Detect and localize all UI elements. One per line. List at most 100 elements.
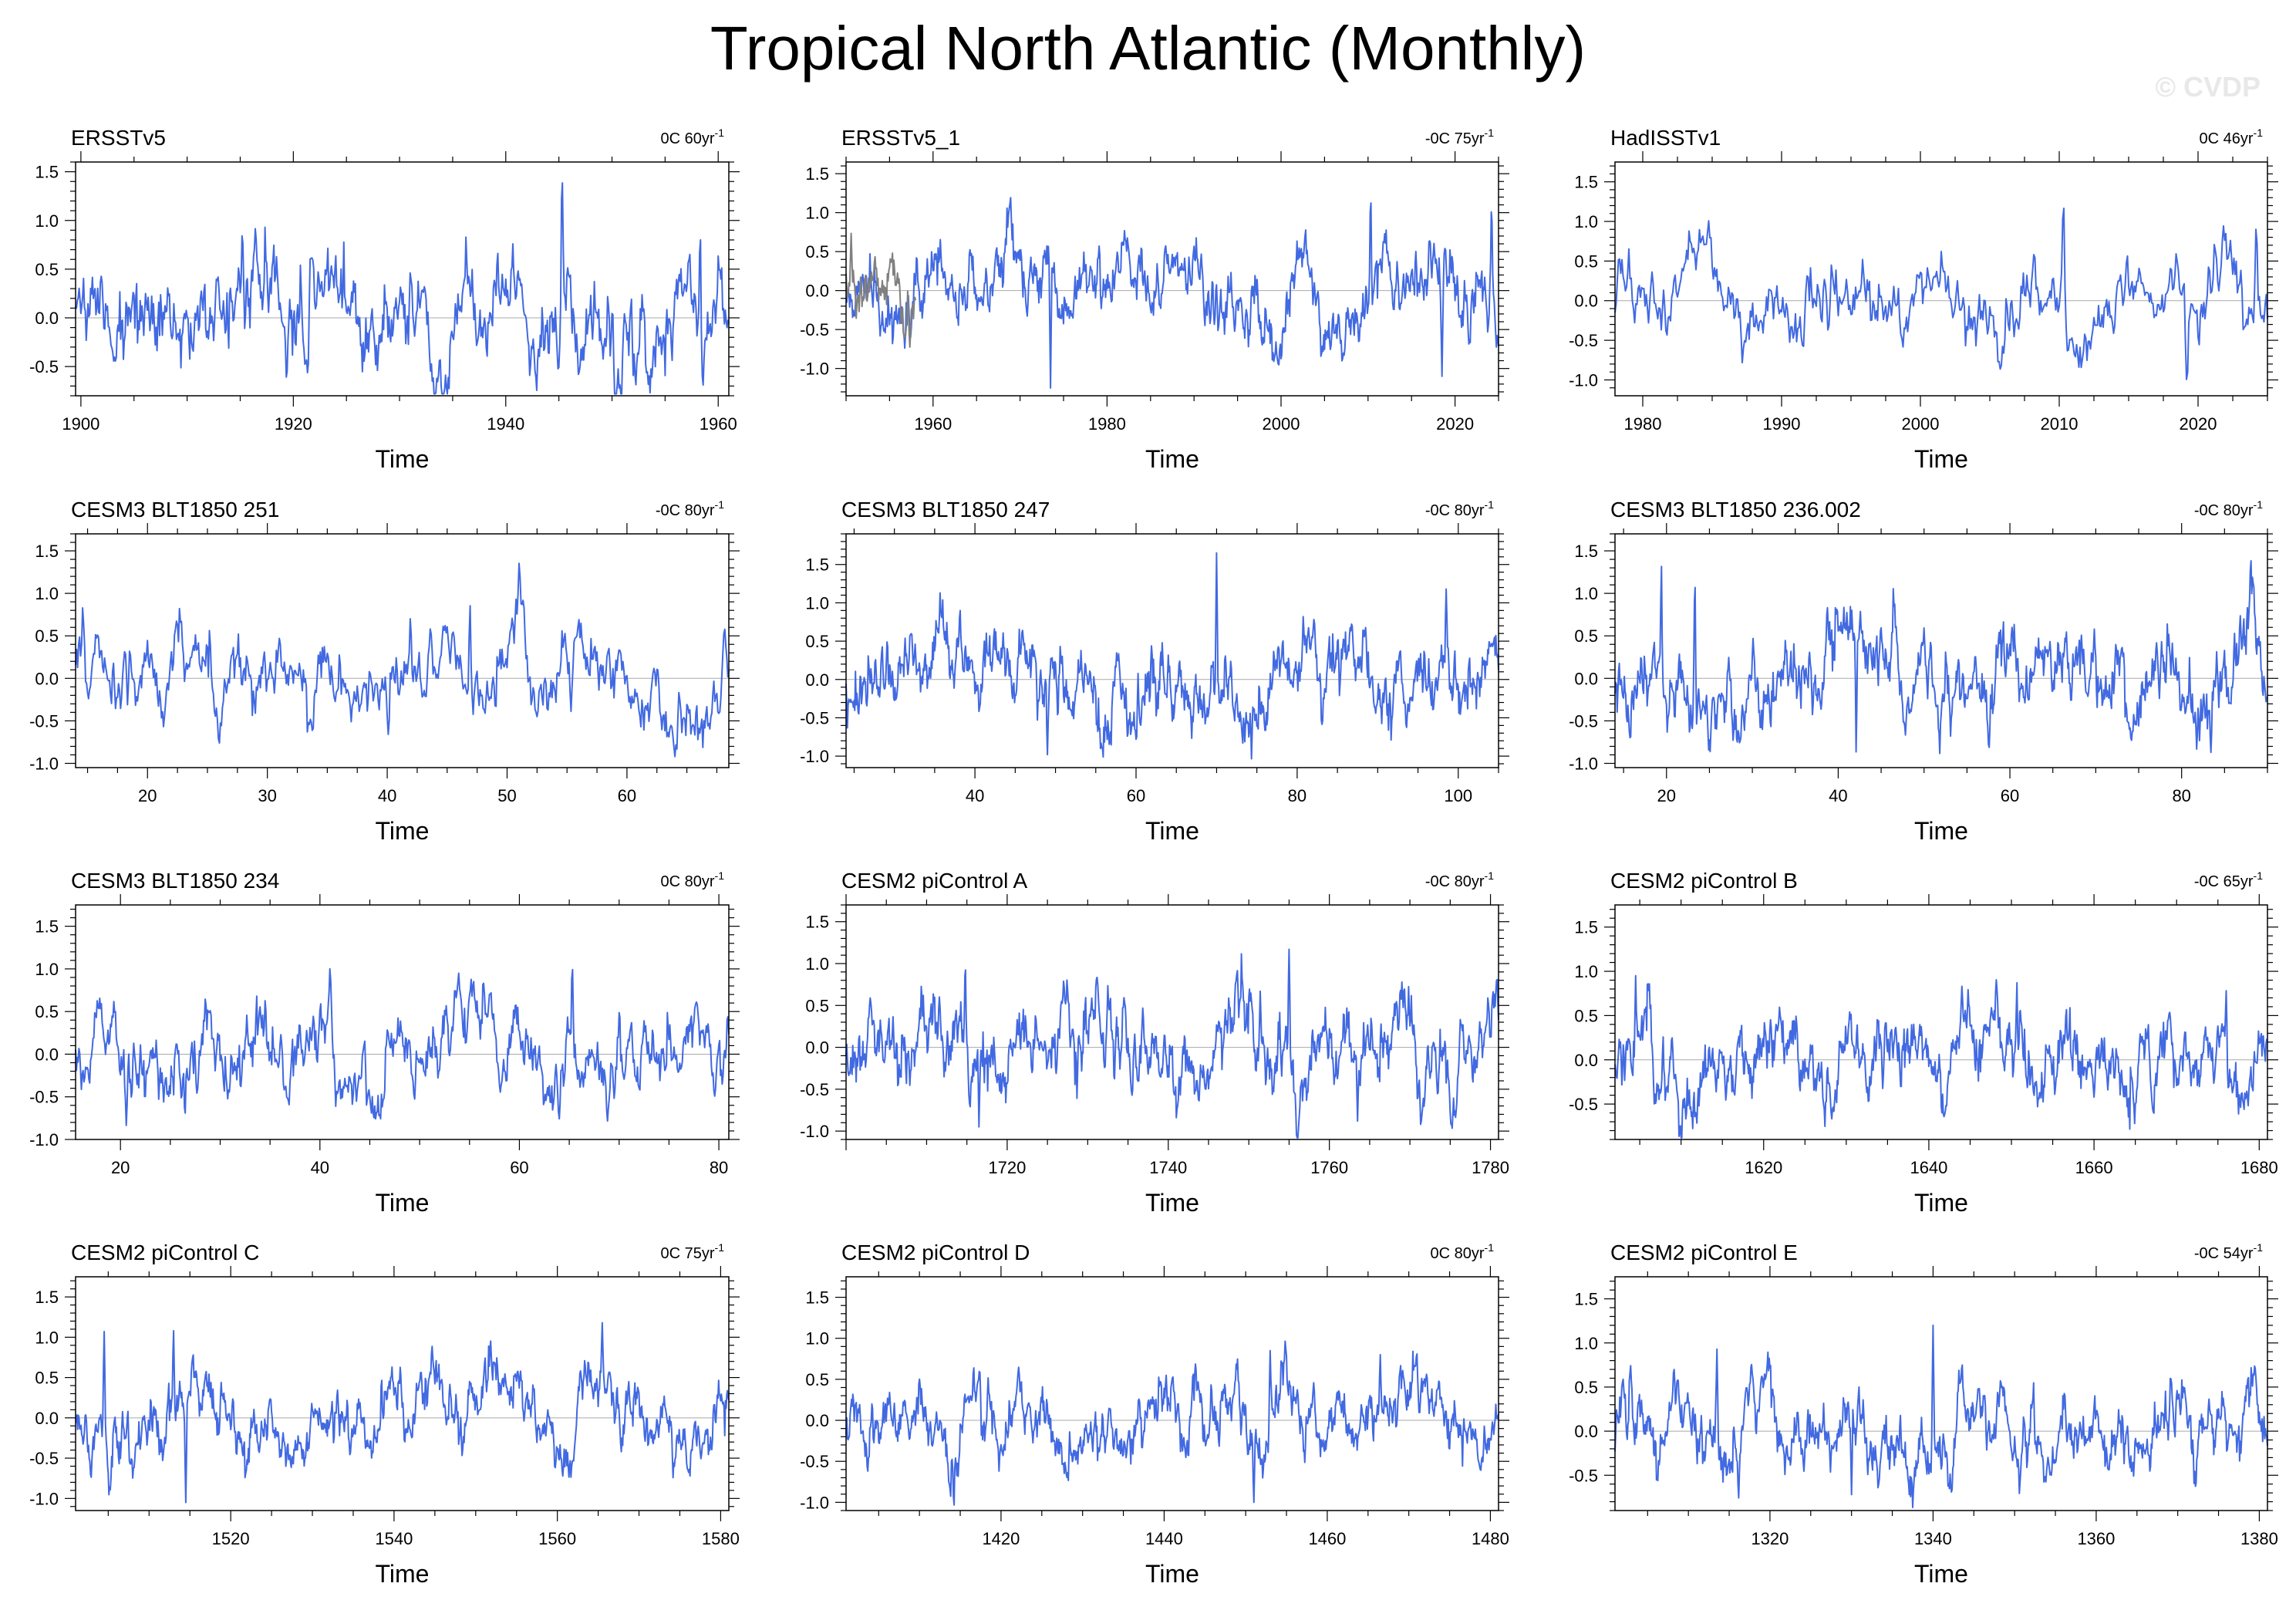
trend-annotation: 0C 80yr-1 [1431,1241,1495,1262]
plot-frame [845,904,1499,1140]
x-tick-label: 60 [1127,786,1145,805]
y-tick-label: 1.0 [805,593,829,613]
y-tick-label: -1.0 [29,1130,59,1149]
panel-title: CESM3 BLT1850 234 [71,869,279,893]
x-tick-label: 2020 [2180,414,2217,434]
series-line [845,948,1499,1139]
cvdp-watermark: © CVDP [2155,71,2261,103]
series-line [75,562,730,758]
plot-frame [1614,533,2268,768]
y-tick-label: -1.0 [1569,754,1598,773]
panel-title: CESM2 piControl D [841,1241,1030,1264]
y-tick-label: 1.0 [805,204,829,223]
trend-annotation: -0C 80yr-1 [1425,869,1494,890]
trend-exponent: -1 [1485,127,1495,139]
x-tick-label: 1380 [2240,1529,2278,1548]
y-tick-label: 0.5 [805,996,829,1015]
x-tick-label: 1980 [1088,414,1126,434]
x-tick-label: 1340 [1914,1529,1952,1548]
plot-frame [1614,1276,2268,1511]
x-axis-label: Time [1914,1560,1968,1588]
trend-exponent: -1 [2254,869,2264,882]
x-tick-label: 1960 [700,414,737,434]
trend-annotation: -0C 75yr-1 [1425,127,1494,147]
x-tick-label: 1940 [487,414,524,434]
panel-title: ERSSTv5 [71,126,166,150]
x-tick-label: 60 [510,1158,528,1177]
series-line [845,552,1499,760]
x-tick-label: 60 [2001,786,2019,805]
plot-frame [845,533,1499,768]
x-tick-label: 1660 [2075,1158,2113,1177]
panel-title: CESM2 piControl E [1610,1241,1798,1264]
y-tick-label: 1.5 [805,164,829,184]
x-tick-label: 1780 [1472,1158,1509,1177]
y-tick-label: 1.0 [35,584,59,603]
y-tick-label: 0.0 [35,1045,59,1064]
y-tick-label: 0.5 [1574,251,1598,271]
y-tick-label: 1.5 [805,555,829,575]
trend-exponent: -1 [715,498,725,511]
x-tick-label: 1640 [1910,1158,1947,1177]
chart-panel-12: -0.5 0.0 0.5 1.0 1.5 1320 1340 1360 1380 Time CESM… [1569,1241,2278,1588]
y-tick-label: 0.5 [35,260,59,279]
x-axis-label: Time [1145,1560,1199,1588]
x-tick-label: 1760 [1310,1158,1348,1177]
x-axis-label: Time [1914,1189,1968,1217]
trend-annotation: -0C 54yr-1 [2194,1241,2263,1262]
y-tick-label: 0.0 [805,282,829,301]
y-tick-label: 1.0 [1574,962,1598,981]
trend-value: -0C 80yr [2194,502,2254,519]
y-tick-label: 0.0 [35,309,59,328]
figure-title: Tropical North Atlantic (Monthly) [710,14,1586,83]
plot-frame [845,161,1499,397]
x-tick-label: 1360 [2077,1529,2115,1548]
x-tick-label: 1440 [1145,1529,1183,1548]
trend-value: -0C 80yr [656,502,715,519]
y-tick-label: 0.5 [1574,1006,1598,1025]
trend-value: -0C 65yr [2194,873,2254,890]
y-tick-label: 0.5 [35,1002,59,1021]
x-tick-label: 60 [618,786,636,805]
y-tick-label: -1.0 [1569,370,1598,390]
x-tick-label: 80 [710,1158,728,1177]
y-tick-label: -0.5 [29,357,59,376]
x-axis-label: Time [376,1189,430,1217]
trend-annotation: 0C 75yr-1 [661,1241,725,1262]
y-tick-label: -1.0 [800,1493,829,1512]
y-tick-label: -0.5 [29,711,59,731]
y-tick-label: 1.5 [35,1288,59,1307]
x-axis-label: Time [376,817,430,845]
trend-value: 0C 80yr [1431,1245,1485,1262]
plot-frame [1614,161,2268,397]
y-tick-label: -0.5 [1569,711,1598,731]
trend-value: -0C 54yr [2194,1245,2254,1262]
trend-value: -0C 80yr [1425,873,1485,890]
y-tick-label: 0.5 [35,1369,59,1388]
x-tick-label: 40 [966,786,984,805]
y-tick-label: 0.5 [805,632,829,651]
x-axis-label: Time [1914,445,1968,473]
x-axis-label: Time [1145,817,1199,845]
panel-title: CESM2 piControl A [841,869,1028,893]
chart-panel-11: -1.0 -0.5 0.0 0.5 1.0 1.5 1420 1440 1460 1480 Time… [800,1241,1509,1588]
y-tick-label: 1.5 [35,163,59,182]
panel-title: CESM2 piControl B [1610,869,1798,893]
x-tick-label: 1620 [1745,1158,1782,1177]
x-tick-label: 2010 [2041,414,2079,434]
x-tick-label: 80 [2172,786,2190,805]
y-tick-label: 0.5 [35,626,59,646]
y-tick-label: 1.5 [1574,542,1598,561]
y-tick-label: 1.5 [1574,918,1598,937]
y-tick-label: 1.5 [1574,173,1598,192]
trend-value: -0C 75yr [1425,130,1485,147]
panel-title: HadISSTv1 [1610,126,1721,150]
x-tick-label: 30 [258,786,276,805]
x-tick-label: 1990 [1763,414,1801,434]
y-tick-label: 0.5 [1574,1378,1598,1397]
panel-title: CESM3 BLT1850 236.002 [1610,498,1861,522]
trend-exponent: -1 [1485,498,1495,511]
series-line [845,197,1499,389]
x-tick-label: 1540 [375,1529,413,1548]
